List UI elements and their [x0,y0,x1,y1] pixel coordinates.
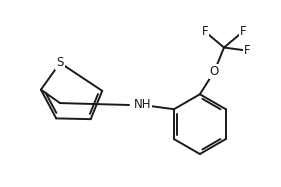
Text: S: S [56,56,64,69]
Text: NH: NH [134,99,151,111]
Text: F: F [240,25,246,38]
Text: F: F [201,25,208,38]
Text: O: O [210,65,219,78]
Text: F: F [244,44,250,57]
